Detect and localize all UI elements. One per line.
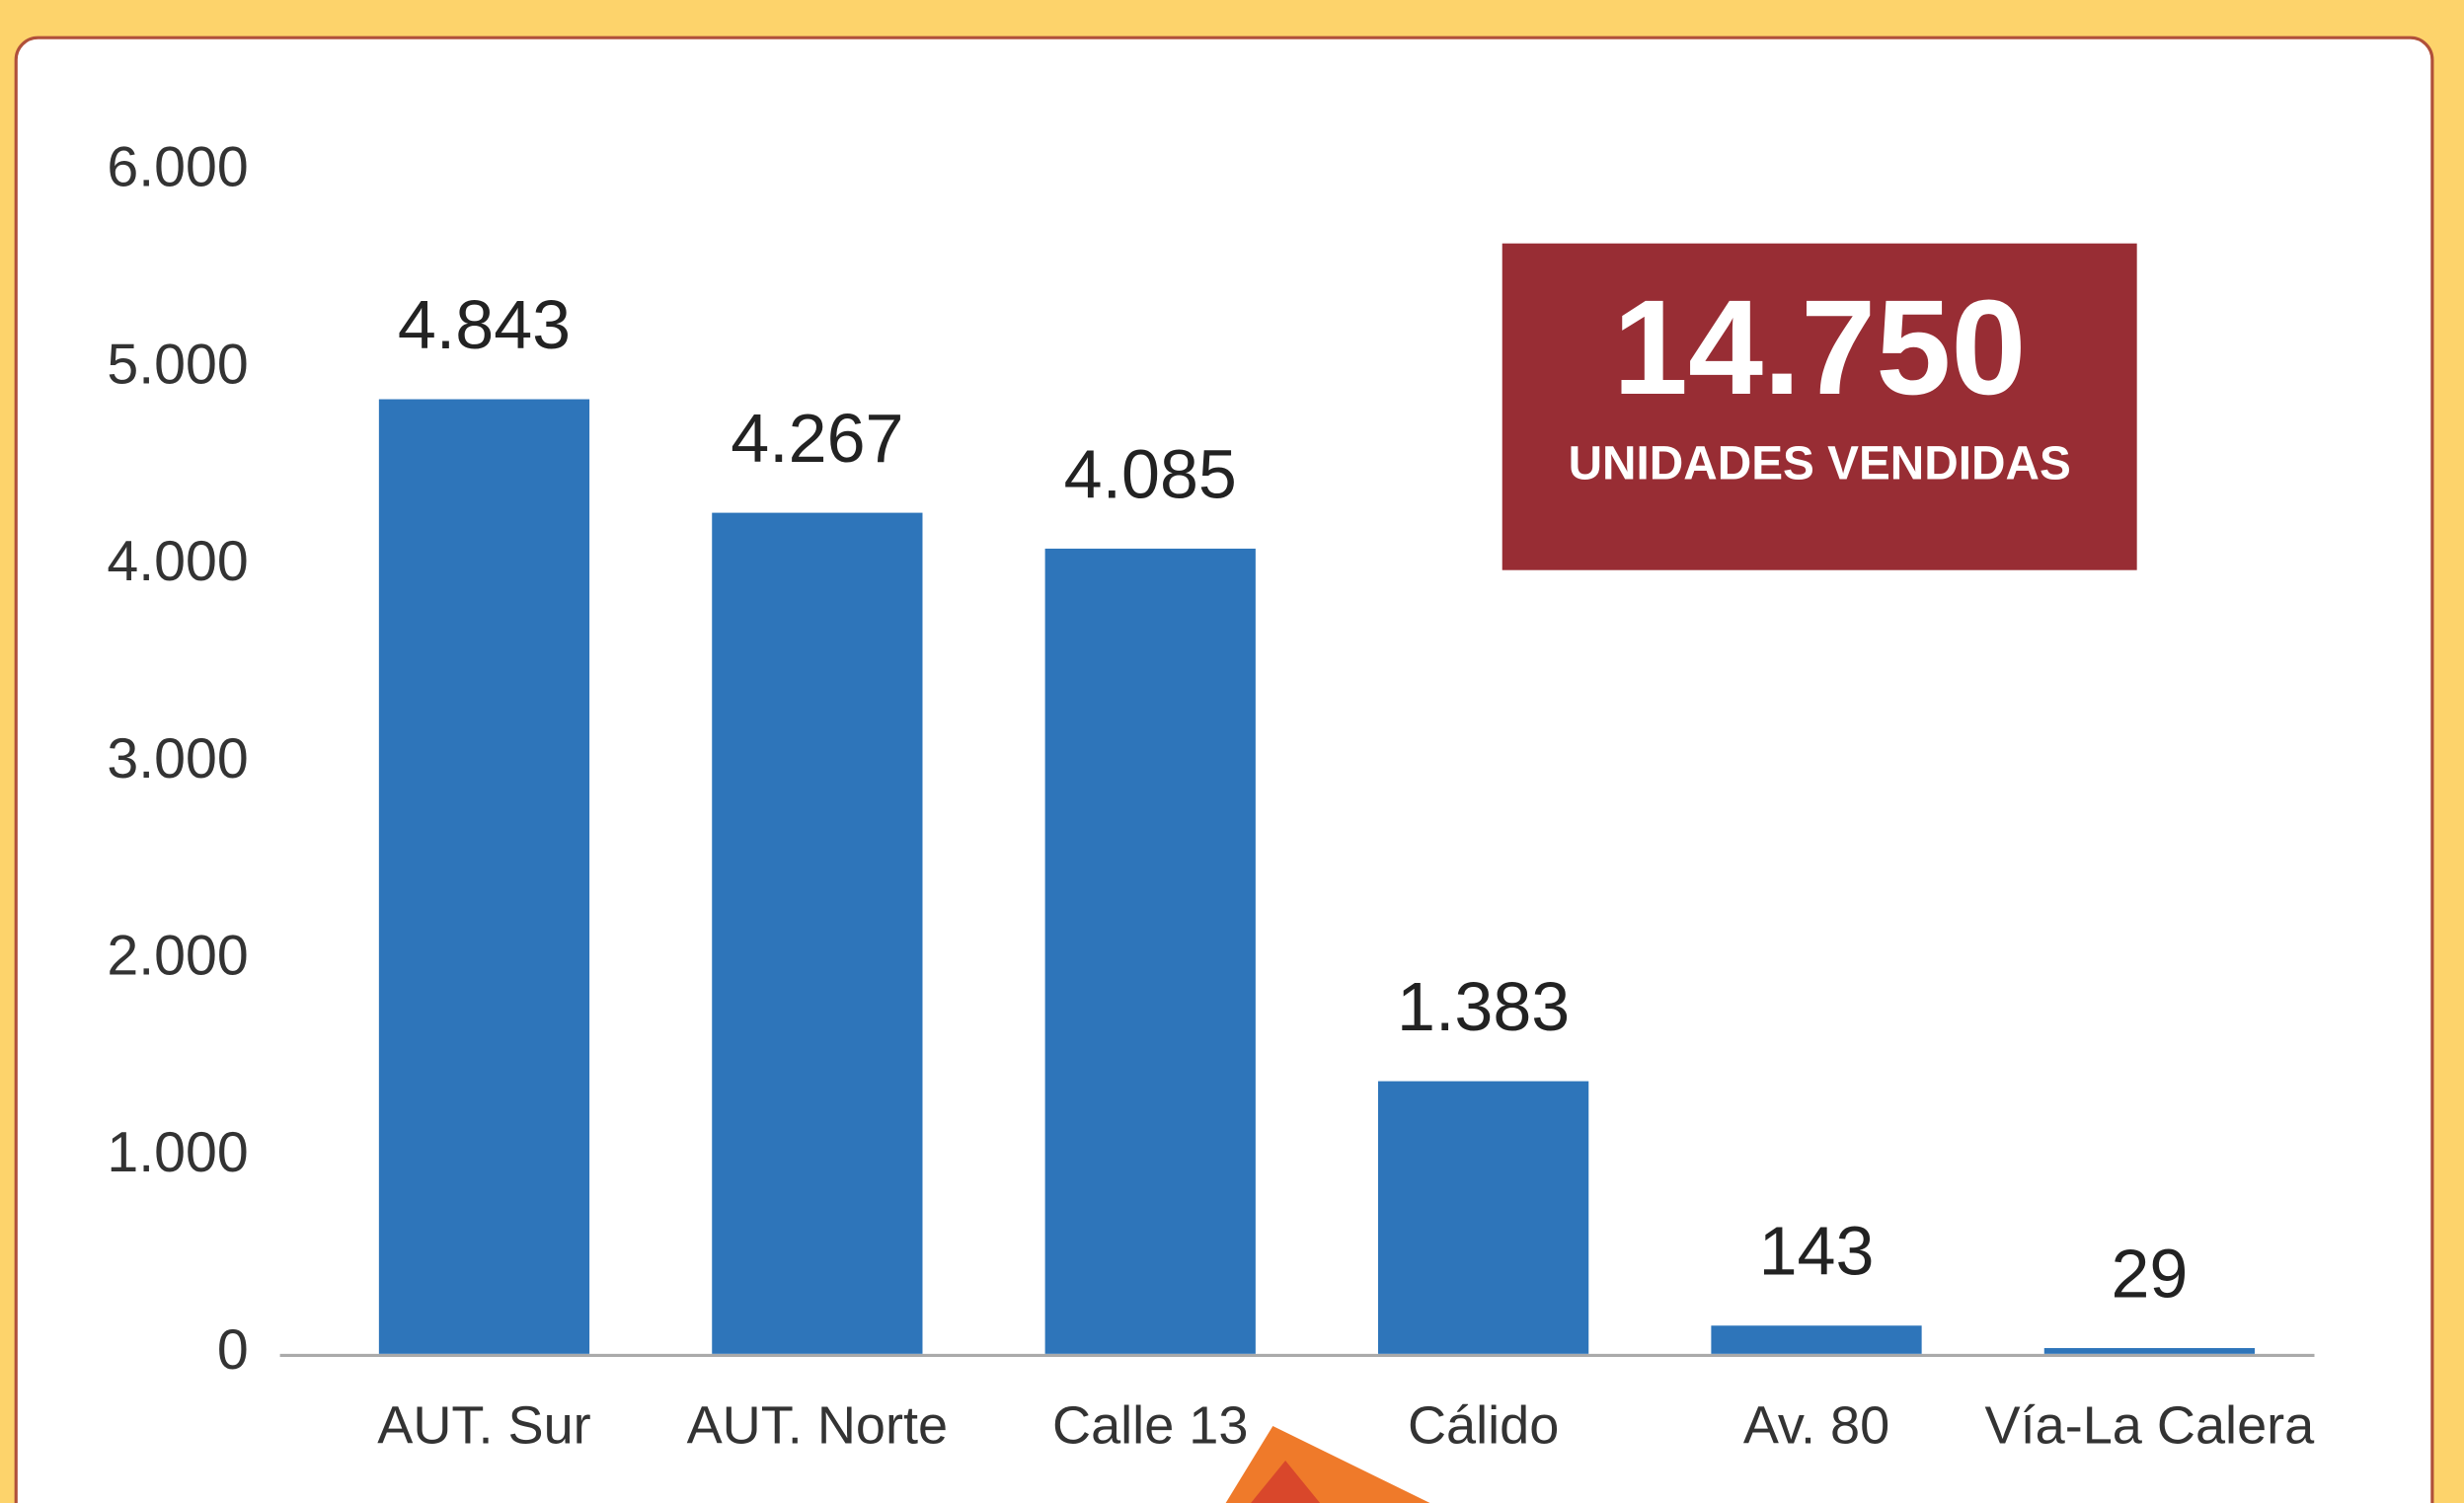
bar xyxy=(1711,1325,1922,1354)
bar xyxy=(1378,1081,1589,1354)
value-label: 4.267 xyxy=(731,400,903,477)
decor-arrow-inner xyxy=(1251,1461,1321,1503)
value-label: 29 xyxy=(2111,1235,2188,1312)
y-tick-label: 1.000 xyxy=(107,1121,248,1184)
callout-box xyxy=(1502,243,2137,570)
value-label: 4.085 xyxy=(1064,435,1237,512)
callout-value: 14.750 xyxy=(1613,272,2027,423)
x-tick-label: Cálido xyxy=(1408,1395,1559,1455)
y-tick-label: 6.000 xyxy=(107,136,248,199)
bar xyxy=(1044,548,1256,1354)
y-tick-label: 0 xyxy=(217,1318,249,1382)
x-tick-label: AUT. Sur xyxy=(377,1395,590,1455)
y-tick-label: 2.000 xyxy=(107,925,248,988)
y-tick-label: 4.000 xyxy=(107,530,248,593)
y-tick-label: 5.000 xyxy=(107,333,248,396)
bar xyxy=(378,399,590,1354)
value-label: 143 xyxy=(1759,1213,1875,1290)
value-label: 1.383 xyxy=(1397,968,1570,1045)
x-tick-label: Av. 80 xyxy=(1743,1395,1889,1455)
x-tick-label: Vía-La Calera xyxy=(1985,1395,2316,1455)
callout-label: UNIDADES VENDIDAS xyxy=(1569,437,2071,489)
bar xyxy=(712,512,923,1354)
x-tick-label: Calle 13 xyxy=(1052,1395,1248,1455)
bar xyxy=(2043,1348,2256,1354)
value-label: 4.843 xyxy=(398,286,571,363)
y-tick-label: 3.000 xyxy=(107,727,248,790)
x-tick-label: AUT. Norte xyxy=(687,1395,949,1455)
